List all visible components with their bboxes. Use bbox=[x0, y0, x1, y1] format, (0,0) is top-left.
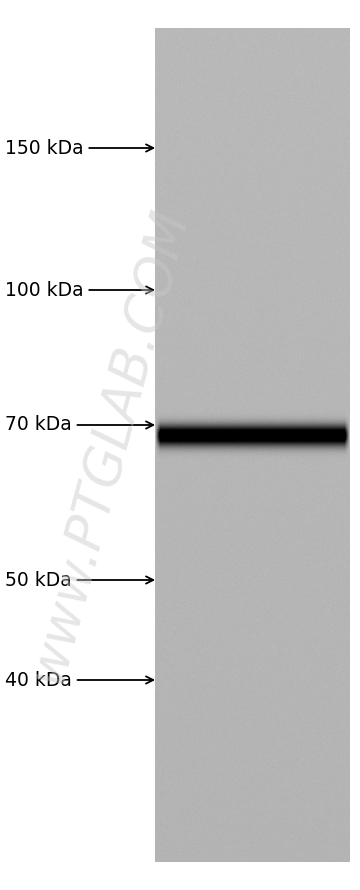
Text: 100 kDa: 100 kDa bbox=[5, 280, 153, 300]
Text: 150 kDa: 150 kDa bbox=[5, 139, 153, 158]
Text: 40 kDa: 40 kDa bbox=[5, 670, 153, 690]
Text: www.PTGLAB.COM: www.PTGLAB.COM bbox=[19, 202, 197, 688]
Text: 50 kDa: 50 kDa bbox=[5, 570, 153, 589]
Text: 70 kDa: 70 kDa bbox=[5, 416, 153, 434]
